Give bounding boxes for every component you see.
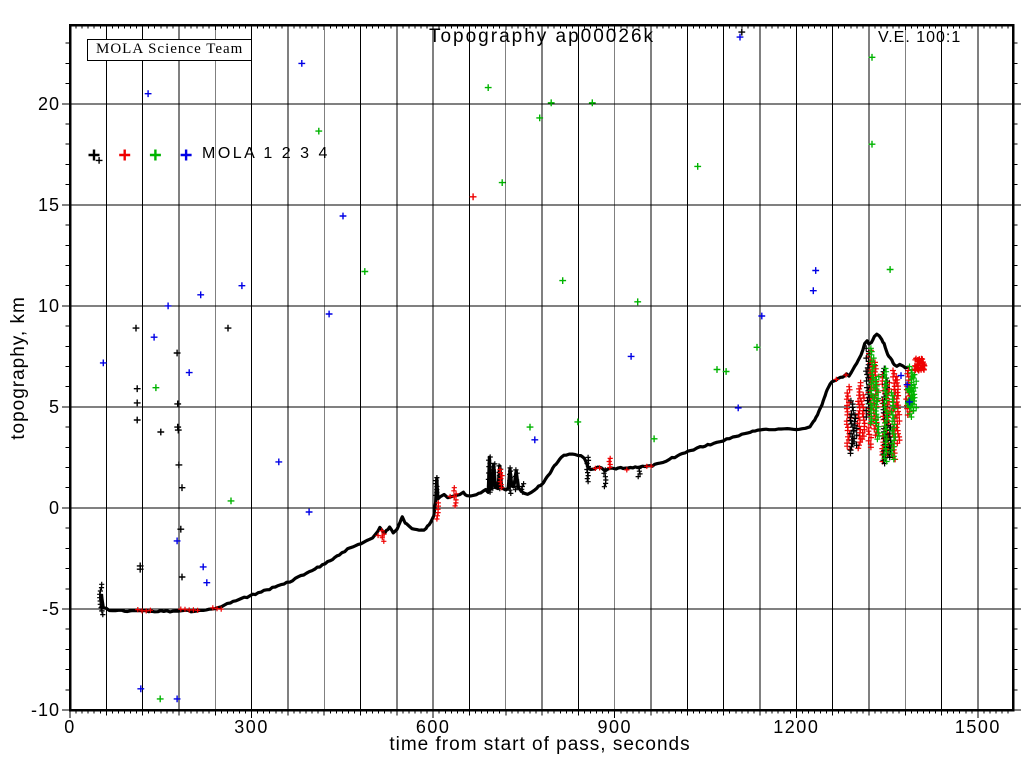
y-tick-labels: -10 -5 0 5 10 15 20 [31, 94, 60, 720]
svg-text:300: 300 [234, 717, 269, 737]
ground-track [99, 332, 910, 614]
svg-text:5: 5 [49, 397, 60, 417]
svg-text:600: 600 [416, 717, 451, 737]
svg-text:900: 900 [597, 717, 632, 737]
legend-label: MOLA 1 2 3 4 [202, 145, 330, 162]
track-spikes [97, 454, 643, 618]
svg-text:0: 0 [64, 717, 76, 737]
x-axis-title: time from start of pass, seconds [389, 734, 691, 755]
svg-text:-5: -5 [42, 599, 60, 619]
svg-text:20: 20 [38, 94, 60, 114]
science-team-box: MOLA Science Team [87, 39, 253, 61]
svg-text:0: 0 [49, 498, 60, 518]
y-axis-title: topography, km [8, 296, 29, 440]
plot-title: Topography ap00026k [428, 26, 656, 47]
grid-lines [70, 25, 1013, 710]
plot-frame [68, 23, 1015, 712]
svg-text:15: 15 [38, 195, 60, 215]
svg-text:1500: 1500 [955, 717, 1001, 737]
scatter-points [95, 28, 913, 703]
x-tick-labels: 0 300 600 900 1200 1500 [64, 717, 1001, 737]
vertical-exaggeration-label: V.E. 100:1 [878, 29, 962, 46]
svg-text:10: 10 [38, 296, 60, 316]
red-track-runs [135, 372, 849, 614]
svg-text:-10: -10 [31, 700, 60, 720]
svg-text:1200: 1200 [773, 717, 819, 737]
legend-markers [88, 149, 192, 161]
noise-strands [843, 345, 928, 467]
